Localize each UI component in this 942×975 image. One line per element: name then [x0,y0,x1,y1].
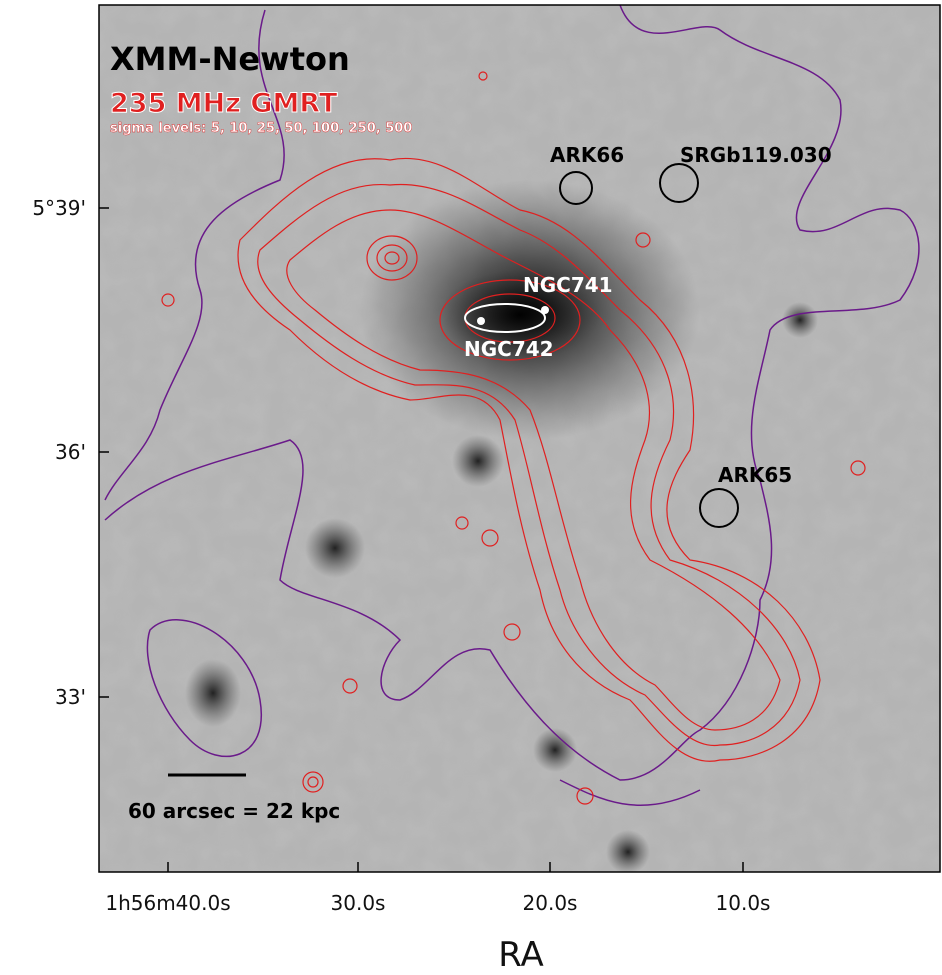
x-tick-label: 10.0s [716,891,771,915]
source-marker [541,306,549,314]
radio-label: 235 MHz GMRT [110,88,338,119]
instrument-label: XMM-Newton [110,40,350,78]
page: {"figure": { "labels": {"instrument": "X… [0,0,942,971]
scale-label: 60 arcsec = 22 kpc [128,799,340,823]
x-tick-label: 20.0s [523,891,578,915]
x-tick-label: 1h56m40.0s [105,891,230,915]
source-label: ARK66 [550,143,624,167]
figure: XMM-Newton 235 MHz GMRT sigma levels: 5,… [0,0,942,971]
y-tick-label: 33' [55,685,86,709]
y-tick-label: 5°39' [32,196,86,220]
y-tick-label: 36' [55,440,86,464]
source-label: ARK65 [718,463,792,487]
source-label: SRGb119.030 [680,143,832,167]
x-axis-label: RA [498,935,544,971]
source-label: NGC741 [523,273,613,297]
source-marker [477,317,485,325]
source-label: NGC742 [464,337,554,361]
sigma-label: sigma levels: 5, 10, 25, 50, 100, 250, 5… [110,121,412,136]
x-tick-label: 30.0s [331,891,386,915]
